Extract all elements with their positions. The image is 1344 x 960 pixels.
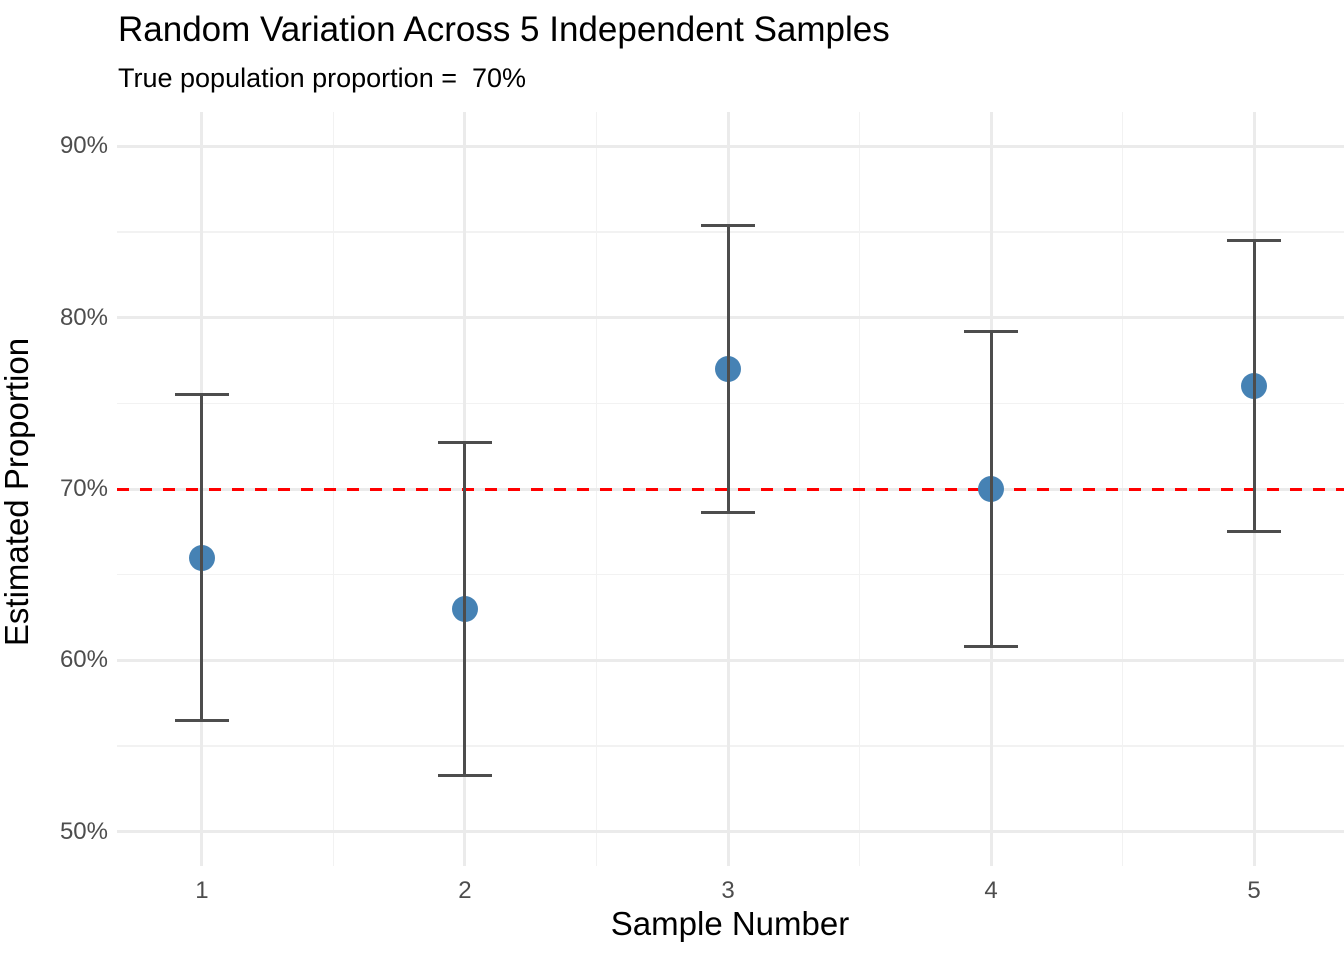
h-gridline-minor — [117, 573, 1344, 576]
x-tick-label: 1 — [195, 877, 209, 904]
x-tick-label: 5 — [1247, 877, 1261, 904]
error-bar-cap-top — [174, 393, 229, 397]
h-gridline-major — [117, 658, 1344, 662]
h-gridline-major — [117, 144, 1344, 148]
chart-subtitle: True population proportion = 70% — [118, 63, 527, 93]
error-bar-cap-bottom — [437, 773, 492, 777]
y-tick-label: 80% — [59, 303, 108, 331]
h-gridline-major — [117, 830, 1344, 834]
h-gridline-minor — [117, 402, 1344, 405]
y-tick-label: 70% — [59, 475, 108, 502]
error-bar-line — [200, 394, 204, 721]
x-tick-label: 4 — [984, 877, 998, 904]
error-bar-cap-bottom — [1227, 530, 1282, 534]
error-bar-line — [726, 225, 730, 513]
y-tick-label: 60% — [59, 646, 108, 674]
error-bar-cap-top — [1227, 239, 1282, 243]
x-tick-label: 2 — [458, 877, 472, 904]
error-bar-line — [463, 442, 467, 776]
y-axis-title: Estimated Proportion — [0, 337, 35, 647]
x-tick-label: 3 — [721, 877, 735, 904]
error-bar-cap-top — [437, 441, 492, 445]
y-tick-label: 90% — [59, 132, 108, 160]
h-gridline-minor — [117, 231, 1344, 233]
error-bar-cap-top — [964, 329, 1019, 333]
y-tick-label: 50% — [59, 817, 108, 845]
error-bar-cap-bottom — [701, 511, 755, 515]
error-bar-cap-bottom — [964, 645, 1019, 649]
h-gridline-minor — [117, 745, 1344, 747]
error-bar-cap-top — [701, 223, 755, 227]
error-bar-cap-bottom — [174, 718, 229, 722]
error-bar-line — [989, 331, 993, 647]
reference-line — [117, 487, 1344, 491]
error-bar-line — [1252, 240, 1256, 532]
x-axis-title: Sample Number — [610, 905, 850, 942]
chart-title: Random Variation Across 5 Independent Sa… — [118, 10, 890, 49]
h-gridline-major — [117, 316, 1344, 320]
